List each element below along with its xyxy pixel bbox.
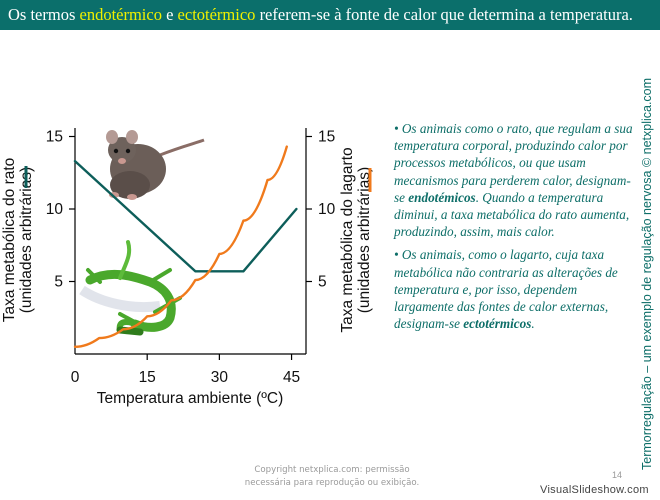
y-right-tick-label: 5 <box>318 274 327 291</box>
slide-title: Os termos endotérmico e ectotérmico refe… <box>0 0 660 30</box>
bullet2-outro: . <box>531 316 535 332</box>
title-text-part2: e <box>161 5 178 24</box>
copyright-line2: necessária para reprodução ou exibição. <box>244 478 420 488</box>
bullet2-term: ectotérmicos <box>463 316 532 332</box>
bullet-ectothermic: • Os animais, como o lagarto, cuja taxa … <box>394 246 634 332</box>
rat-image <box>106 130 205 200</box>
series-lines <box>73 145 298 348</box>
bullet1-term: endotémicos <box>408 189 476 205</box>
y-left-label-line2: (unidades arbitrárias) <box>18 167 35 313</box>
y-left-label-line1: Taxa metabólica do rato <box>1 158 18 323</box>
explanation-text: • Os animais como o rato, que regulam a … <box>394 120 634 338</box>
chart-svg: 0 15 30 45 5 10 15 5 10 15 Temperatura ambiente (… <box>1 128 373 407</box>
title-text-part3: referem-se à fonte de calor que determin… <box>255 5 633 24</box>
x-tick-label: 0 <box>71 369 80 386</box>
copyright-notice: Copyright netxplica.com: permissão neces… <box>232 464 432 490</box>
copyright-line1: Copyright netxplica.com: permissão <box>254 465 410 475</box>
metabolic-rate-chart: 0 15 30 45 5 10 15 5 10 15 Temperatura ambiente (… <box>0 100 380 420</box>
y-left-tick-label: 5 <box>54 274 63 291</box>
bullet-endothermic: • Os animais como o rato, que regulam a … <box>394 120 634 240</box>
lizard-series-line <box>73 145 288 348</box>
y-left-tick-label: 10 <box>46 201 64 218</box>
x-axis-label: Temperatura ambiente (ºC) <box>97 390 284 407</box>
vertical-caption: Termorregulação – um exemplo de regulaçã… <box>640 77 654 470</box>
x-tick-label: 30 <box>211 369 229 386</box>
x-tick-label: 15 <box>139 369 156 386</box>
title-term-endothermic: endotérmico <box>79 5 162 24</box>
bullet1-outro: . Quando a temperatura diminui, a taxa m… <box>394 189 630 240</box>
y-right-tick-label: 15 <box>318 129 335 146</box>
y-right-label-line1: Taxa metabólica do lagarto <box>339 147 356 332</box>
lizard-image <box>79 240 182 336</box>
rat-series-line <box>73 159 298 273</box>
y-axis-left-label: Taxa metabólica do rato (unidades arbitr… <box>1 158 35 323</box>
y-right-tick-label: 10 <box>318 201 336 218</box>
watermark: VisualSlideshow.com <box>540 484 649 496</box>
title-text-part1: Os termos <box>8 5 80 24</box>
page-number: 14 <box>612 470 623 480</box>
bullet2-intro: • Os animais, como o lagarto, cuja taxa … <box>394 247 618 332</box>
axis-ticks: 0 15 30 45 5 10 15 5 10 15 <box>46 129 336 387</box>
y-right-label-line2: (unidades arbitrárias) <box>356 167 373 313</box>
x-tick-label: 45 <box>283 369 300 386</box>
y-left-tick-label: 15 <box>46 129 63 146</box>
y-axis-right-label: Taxa metabólica do lagarto (unidades arb… <box>339 147 373 332</box>
title-term-ectothermic: ectotérmico <box>177 5 256 24</box>
bullet1-intro: • Os animais como o rato, que regulam a … <box>394 121 633 205</box>
